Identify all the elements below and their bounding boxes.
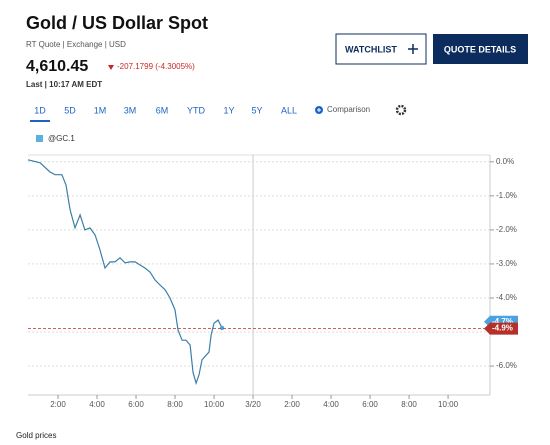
comparison-link[interactable]: Comparison <box>327 105 370 114</box>
y-tick-label: -4.0% <box>496 293 517 302</box>
watchlist-button[interactable]: WATCHLIST <box>335 33 427 65</box>
x-tick-label: 6:00 <box>362 400 378 409</box>
price-tag <box>484 322 518 335</box>
button-label[interactable]: WATCHLIST <box>345 44 397 54</box>
last-point <box>219 325 225 331</box>
y-tick-label: -1.0% <box>496 191 517 200</box>
range-tabs: 1D 5D 1M 3M 6M YTD 1Y 5Y ALL <box>30 105 297 122</box>
tab[interactable]: 6M <box>156 105 169 115</box>
price-tag-label: -4.7% <box>492 317 513 326</box>
x-tick-label: 8:00 <box>401 400 417 409</box>
price: 4,610.45 <box>26 58 88 75</box>
quote-details-button[interactable]: QUOTE DETAILS <box>433 34 528 64</box>
plus-icon <box>408 44 418 54</box>
x-tick-label: 4:00 <box>89 400 105 409</box>
tab[interactable]: 5D <box>64 105 76 115</box>
last-time: Last | 10:17 AM EDT <box>26 80 102 89</box>
change: -207.1799 (-4.3005%) <box>117 62 195 71</box>
down-arrow <box>108 65 114 70</box>
tab[interactable]: 1M <box>94 105 107 115</box>
x-tick-label: 6:00 <box>128 400 144 409</box>
legend-swatch <box>36 135 43 142</box>
x-tick-label: 4:00 <box>323 400 339 409</box>
x-tick-label: 2:00 <box>50 400 66 409</box>
tab[interactable]: 1Y <box>223 105 234 115</box>
settings-icon[interactable] <box>395 104 407 116</box>
y-tick-label: 0.0% <box>496 157 514 166</box>
tab[interactable]: ALL <box>281 105 297 115</box>
price-tag-label: -4.9% <box>492 324 513 333</box>
y-tick-label: -2.0% <box>496 225 517 234</box>
comparison-plus <box>317 108 321 112</box>
button-label[interactable]: QUOTE DETAILS <box>444 44 516 54</box>
x-tick-label: 2:00 <box>284 400 300 409</box>
chart: 0.0%-1.0%-2.0%-3.0%-4.0%-5.0%-6.0%2:004:… <box>27 154 518 409</box>
subtitle: RT Quote | Exchange | USD <box>26 40 126 49</box>
legend-label: @GC.1 <box>48 134 75 143</box>
x-tick-label: 3/20 <box>245 400 261 409</box>
tab[interactable]: 5Y <box>251 105 262 115</box>
y-tick-label: -6.0% <box>496 361 517 370</box>
button-frame[interactable] <box>433 34 528 64</box>
title: Gold / US Dollar Spot <box>26 13 208 33</box>
price-line <box>27 159 223 386</box>
caption: Gold prices <box>16 431 56 440</box>
x-tick-label: 10:00 <box>438 400 459 409</box>
tab[interactable]: 1D <box>34 105 46 115</box>
x-tick-label: 8:00 <box>167 400 183 409</box>
tab[interactable]: 3M <box>124 105 137 115</box>
tab[interactable]: YTD <box>187 105 206 115</box>
y-tick-label: -3.0% <box>496 259 517 268</box>
x-tick-label: 10:00 <box>204 400 225 409</box>
